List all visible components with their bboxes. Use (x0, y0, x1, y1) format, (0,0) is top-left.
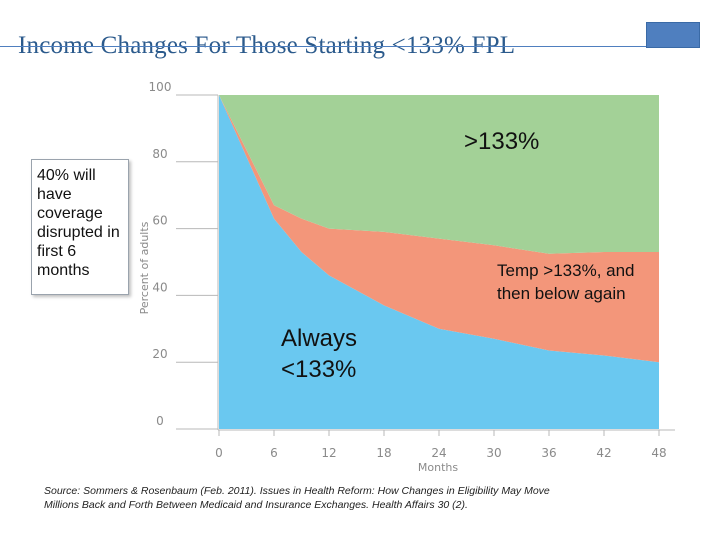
y-tick-label: 20 (152, 347, 167, 361)
chart-axes (217, 95, 675, 431)
x-axis-title: Months (418, 461, 458, 474)
chart-areas (219, 95, 659, 429)
y-tick-label: 80 (152, 147, 167, 161)
title-underline (0, 46, 646, 47)
accent-box (646, 22, 700, 48)
area-above (219, 95, 659, 254)
x-tick-label: 6 (270, 446, 278, 460)
disruption-callout: 40% will have coverage disrupted in firs… (31, 159, 129, 295)
x-tick-label: 42 (596, 446, 611, 460)
x-tick-label: 30 (486, 446, 501, 460)
label-above: >133% (464, 128, 539, 155)
x-tick-label: 18 (376, 446, 391, 460)
area-always-below (219, 95, 659, 429)
x-tick-label: 36 (541, 446, 556, 460)
x-tick-label: 24 (431, 446, 446, 460)
y-tick-label: 60 (152, 214, 167, 228)
x-tick-label: 0 (215, 446, 223, 460)
source-citation: Source: Sommers & Rosenbaum (Feb. 2011).… (44, 485, 550, 511)
label-temp-above: Temp >133%, and then below again (497, 261, 635, 303)
y-tick-label: 100 (149, 80, 172, 94)
label-always-below: Always <133% (281, 325, 357, 383)
y-tick-label: 40 (152, 280, 167, 294)
chart-ticks: 0 20 40 60 80 100 0 6 12 18 24 30 36 42 48 (149, 80, 667, 460)
chart-labels: Months Percent of adults Always <133% Temp >… (138, 128, 635, 474)
area-temp-above (219, 95, 659, 363)
y-tick-label: 0 (156, 414, 164, 428)
y-axis-title: Percent of adults (138, 221, 151, 314)
x-tick-label: 48 (651, 446, 666, 460)
x-tick-label: 12 (321, 446, 336, 460)
slide-title: Income Changes For Those Starting <133% … (18, 32, 516, 59)
